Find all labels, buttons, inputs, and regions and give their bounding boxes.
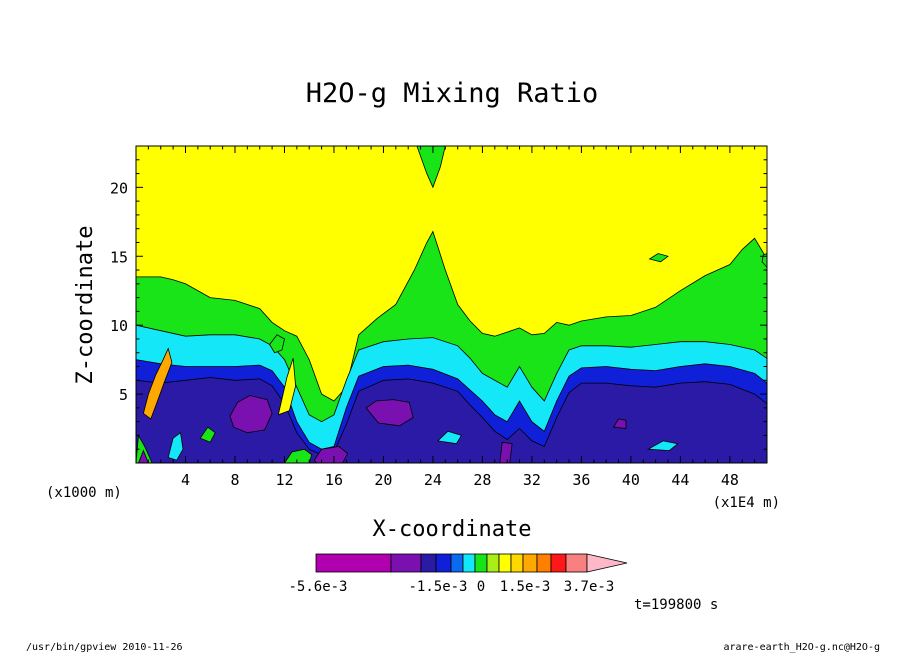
colorbar-segment <box>462 553 476 573</box>
x-tick-label: 36 <box>572 471 590 489</box>
colorbar <box>315 553 628 573</box>
contour-patch <box>284 448 313 463</box>
colorbar-segment <box>474 553 488 573</box>
contour-patch <box>229 395 273 434</box>
contour-patch <box>277 358 297 416</box>
x-axis-ticks: 4 8 12 16 20 24 28 32 36 40 44 48 <box>147 146 756 489</box>
y-axis-label: Z-coordinate <box>73 226 98 385</box>
colorbar-segment <box>565 553 588 573</box>
x-tick-label: 4 <box>181 471 190 489</box>
footer-left: /usr/bin/gpview 2010-11-26 <box>26 642 183 653</box>
colorbar-tick-label: 1.5e-3 <box>500 579 551 595</box>
colorbar-segment <box>522 553 538 573</box>
x-tick-label: 12 <box>275 471 293 489</box>
x-tick-label: 44 <box>671 471 689 489</box>
colorbar-segment <box>550 553 567 573</box>
contour-band-navy <box>136 377 767 463</box>
contour-patch <box>761 253 767 268</box>
contour-patch <box>313 446 349 463</box>
contour-patch <box>136 434 153 463</box>
colorbar-segment <box>315 553 392 573</box>
contour-patch <box>648 253 669 263</box>
colorbar-segment <box>420 553 437 573</box>
chart-title: H2O-g Mixing Ratio <box>306 78 599 109</box>
contour-patch <box>142 347 173 420</box>
contour-patch <box>199 426 216 443</box>
colorbar-segment <box>536 553 552 573</box>
colorbar-tick-labels: -5.6e-3 -1.5e-3 0 1.5e-3 3.7e-3 <box>288 579 614 595</box>
colorbar-segment <box>510 553 524 573</box>
contour-fills <box>136 146 767 463</box>
contour-patch <box>499 441 513 463</box>
colorbar-segment <box>498 553 512 573</box>
contour-patch <box>646 440 679 452</box>
y-tick-label: 10 <box>110 317 128 335</box>
colorbar-tick-label: 0 <box>477 579 485 595</box>
x-tick-label: 8 <box>230 471 239 489</box>
x-tick-label: 28 <box>473 471 491 489</box>
contour-patch <box>416 146 446 189</box>
contour-patch <box>612 418 627 429</box>
colorbar-tick-label: -5.6e-3 <box>288 579 347 595</box>
y-tick-label: 20 <box>110 179 128 197</box>
colorbar-segment <box>435 553 452 573</box>
contour-patch <box>269 334 285 354</box>
time-label: t=199800 s <box>634 597 718 613</box>
plot-frame <box>135 145 768 464</box>
x-axis-label: X-coordinate <box>373 517 532 542</box>
x-tick-label: 48 <box>721 471 739 489</box>
footer-right: arare-earth_H2O-g.nc@H2O-g <box>723 642 880 653</box>
contour-patch <box>138 449 149 463</box>
contour-patch <box>167 431 184 461</box>
colorbar-segment <box>390 553 422 573</box>
x-tick-label: 24 <box>424 471 442 489</box>
x-tick-label: 16 <box>325 471 343 489</box>
contour-patch <box>437 430 463 445</box>
x-tick-label: 40 <box>622 471 640 489</box>
colorbar-segment <box>486 553 500 573</box>
contour-patch <box>365 399 414 427</box>
plot-area <box>135 145 768 464</box>
colorbar-extend-arrow <box>586 553 628 573</box>
colorbar-tick-label: -1.5e-3 <box>408 579 467 595</box>
colorbar-segment <box>450 553 464 573</box>
x-tick-label: 32 <box>523 471 541 489</box>
y-tick-label: 5 <box>119 386 128 404</box>
y-axis-ticks: 5 10 15 20 <box>110 159 767 450</box>
x-axis-unit: (x1E4 m) <box>713 495 780 511</box>
y-tick-label: 15 <box>110 248 128 266</box>
colorbar-tick-label: 3.7e-3 <box>564 579 615 595</box>
y-axis-unit: (x1000 m) <box>46 485 122 501</box>
x-tick-label: 20 <box>374 471 392 489</box>
